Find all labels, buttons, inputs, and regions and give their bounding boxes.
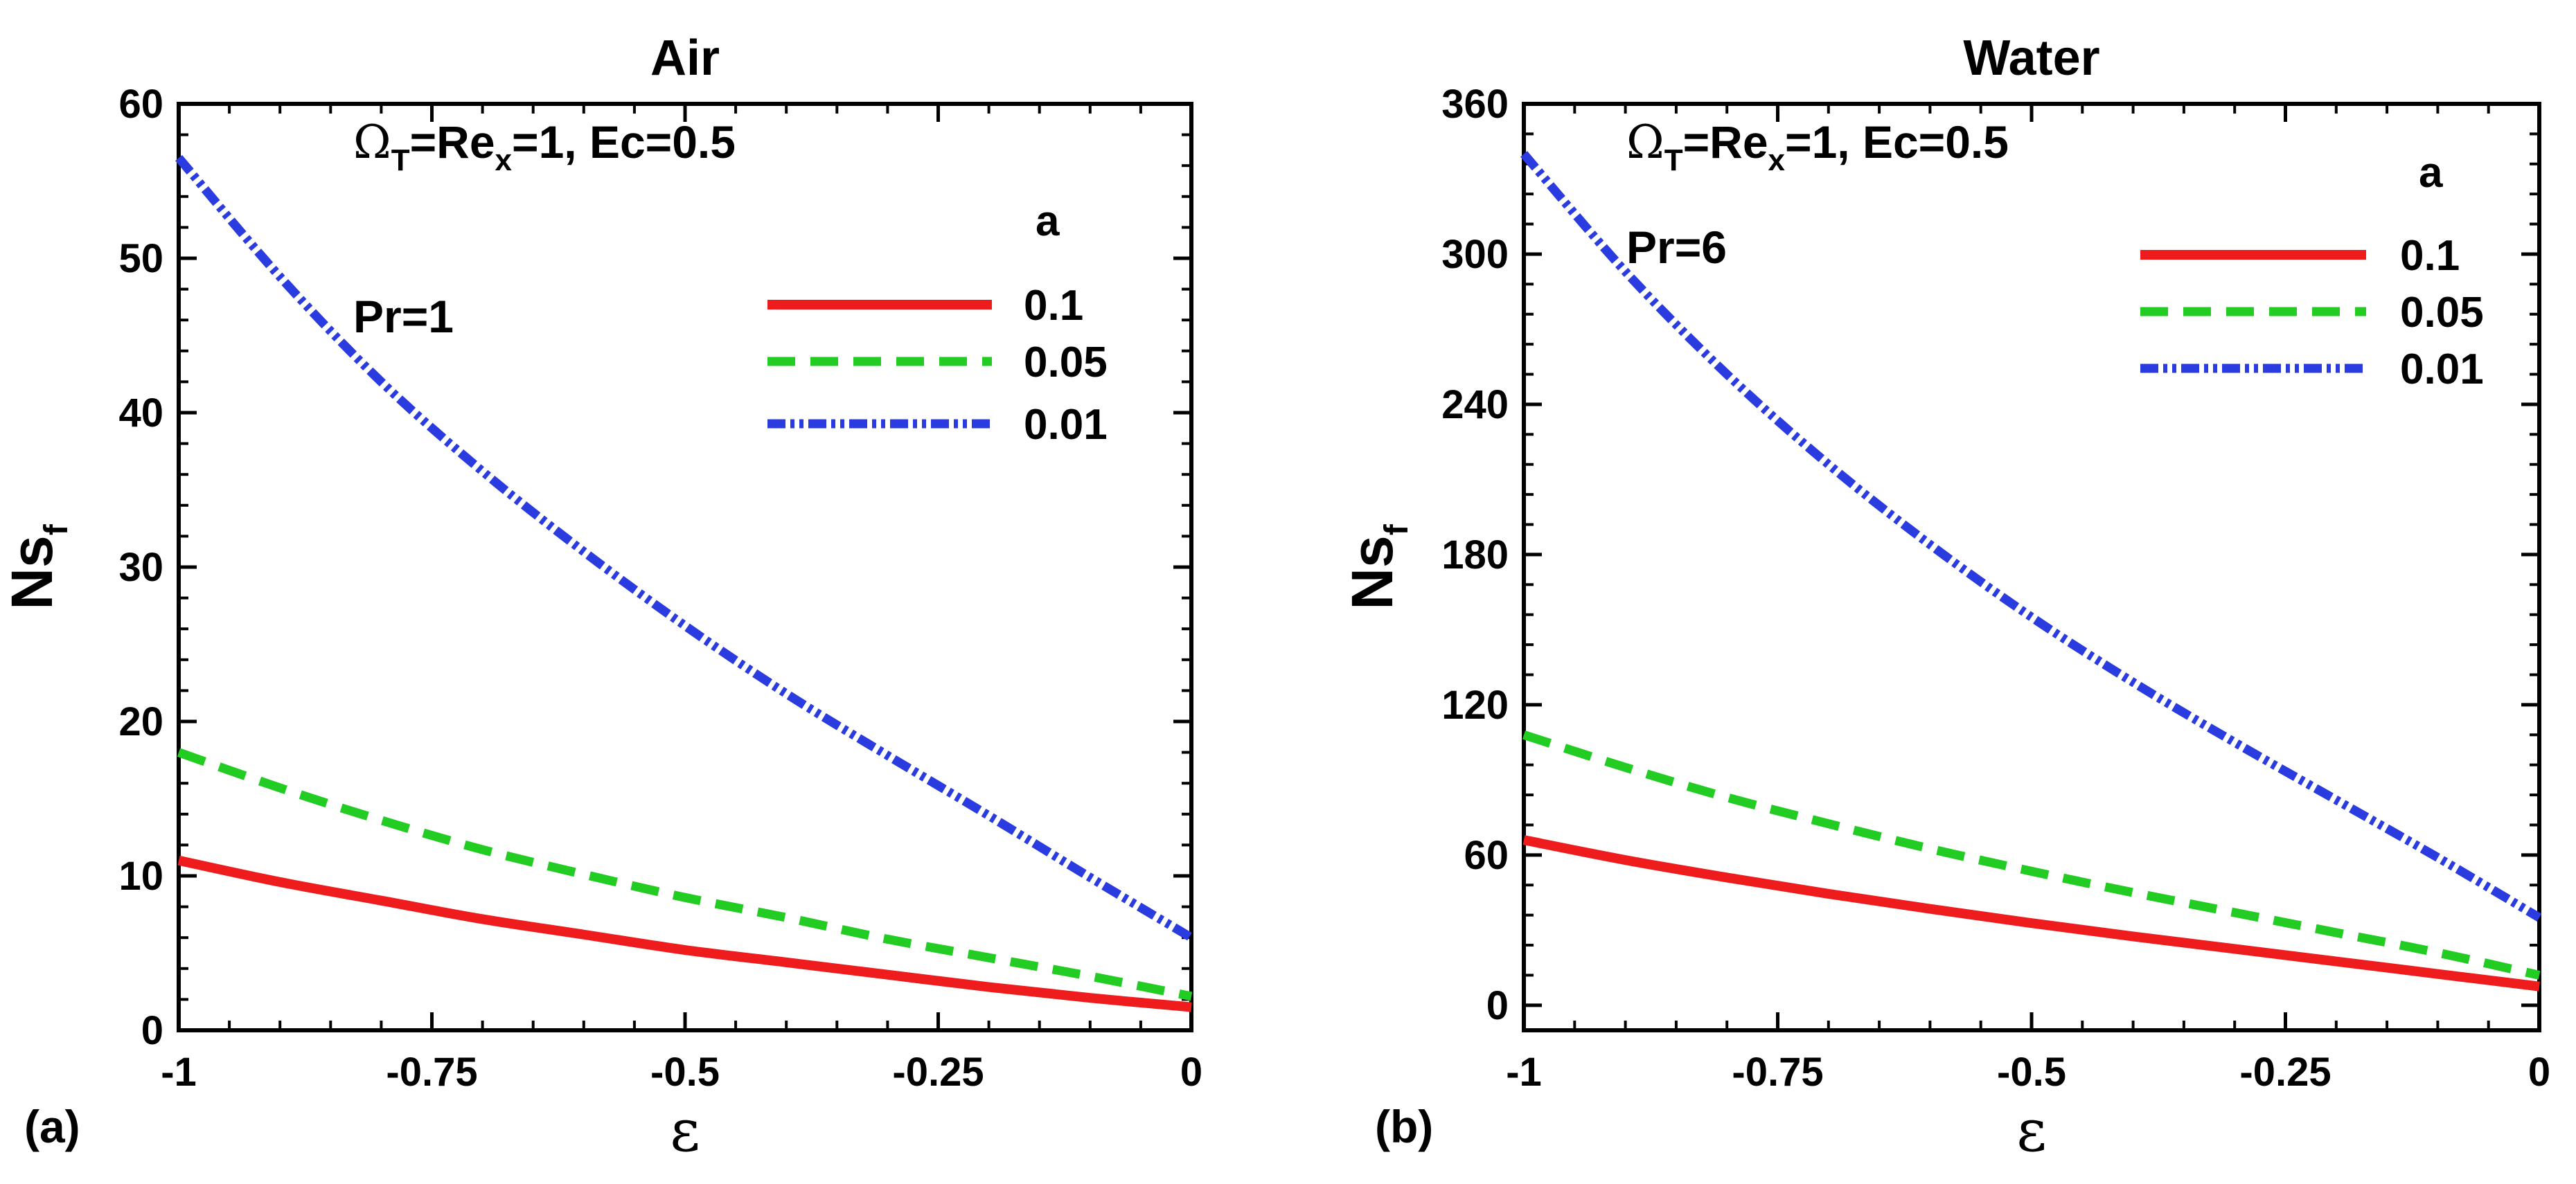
- legend-label: 0.1: [2400, 232, 2460, 280]
- x-axis-label: ε: [670, 1097, 700, 1165]
- y-tick-label: 60: [118, 82, 163, 127]
- y-axis-label-main: Ns: [0, 535, 64, 609]
- series-line-a-0.05: [1522, 730, 2541, 980]
- series-line-a-0.1: [1522, 835, 2540, 992]
- x-tick-label: -1: [161, 1050, 197, 1095]
- series-line-a-0.1: [177, 855, 1192, 1012]
- y-tick-label: 30: [118, 545, 163, 590]
- x-tick-label: -0.75: [1732, 1050, 1823, 1095]
- series-line-a-0.01: [175, 154, 1194, 942]
- legend-label: 0.01: [2400, 346, 2484, 393]
- series-line-a-0.05: [177, 748, 1193, 1001]
- annot-omega-sub: T: [1664, 143, 1683, 177]
- y-tick-label: 180: [1441, 532, 1509, 577]
- x-axis-label: ε: [2016, 1097, 2047, 1165]
- annot-tail: =1, Ec=0.5: [512, 116, 736, 168]
- y-tick-label: 60: [1464, 833, 1509, 878]
- panel-tag: (a): [24, 1101, 80, 1152]
- x-tick-label: -0.25: [2239, 1050, 2331, 1095]
- x-tick-label: -0.25: [892, 1050, 984, 1095]
- legend-title: a: [1036, 197, 1060, 245]
- y-axis-label-main: Ns: [1340, 535, 1405, 609]
- annot-omega-sub: T: [391, 143, 410, 177]
- y-tick-label: 120: [1441, 683, 1509, 728]
- y-tick-label: 50: [118, 236, 163, 281]
- x-tick-label: -1: [1506, 1050, 1542, 1095]
- series-line-a-0.01: [1520, 151, 2542, 922]
- y-axis-label: Nsf: [1340, 523, 1415, 609]
- legend-label: 0.1: [1024, 282, 1083, 330]
- annot-re: =Re: [1683, 116, 1768, 168]
- y-tick-label: 240: [1441, 382, 1509, 427]
- annot-omega: Ω: [353, 116, 391, 169]
- y-tick-label: 360: [1441, 82, 1509, 127]
- panel-tag: (b): [1375, 1101, 1433, 1152]
- panel-a: -1 -0.75 -0.5 -0.25 0 0 10 20 30 40 50 60 0.1 0.05 0.0…: [0, 30, 1202, 1165]
- x-tick-label: -0.5: [650, 1050, 720, 1095]
- y-axis-label: Nsf: [0, 523, 75, 609]
- x-tick-label: 0: [2528, 1050, 2550, 1095]
- legend-title: a: [2419, 149, 2443, 197]
- annot-re-sub: x: [495, 143, 513, 177]
- y-axis-label-sub: f: [1378, 523, 1415, 535]
- legend-label: 0.05: [2400, 289, 2484, 337]
- legend-label: 0.05: [1024, 339, 1108, 386]
- parameter-annotation: ΩT=Rex=1, Ec=0.5: [1626, 116, 2009, 177]
- legend-label: 0.01: [1024, 401, 1108, 449]
- y-tick-label: 40: [118, 391, 163, 436]
- panel-b: -1 -0.75 -0.5 -0.25 0 0 60 120 180 240 300 360 0.1 0.…: [1340, 30, 2550, 1165]
- x-tick-label: -0.5: [1997, 1050, 2066, 1095]
- chart-title: Air: [650, 30, 720, 86]
- prandtl-annotation: Pr=1: [353, 291, 454, 342]
- annot-tail: =1, Ec=0.5: [1785, 116, 2009, 168]
- chart-title: Water: [1963, 30, 2099, 86]
- annot-re-sub: x: [1768, 143, 1786, 177]
- y-axis-label-sub: f: [38, 523, 75, 535]
- y-tick-label: 20: [118, 699, 163, 744]
- x-tick-label: -0.75: [386, 1050, 477, 1095]
- annot-re: =Re: [410, 116, 495, 168]
- y-tick-label: 300: [1441, 232, 1509, 277]
- prandtl-annotation: Pr=6: [1626, 222, 1727, 273]
- y-tick-label: 0: [1486, 983, 1509, 1028]
- annot-omega: Ω: [1626, 116, 1664, 169]
- parameter-annotation: ΩT=Rex=1, Ec=0.5: [353, 116, 736, 177]
- x-tick-label: 0: [1180, 1050, 1202, 1095]
- y-tick-label: 0: [141, 1008, 163, 1053]
- y-tick-label: 10: [118, 854, 163, 899]
